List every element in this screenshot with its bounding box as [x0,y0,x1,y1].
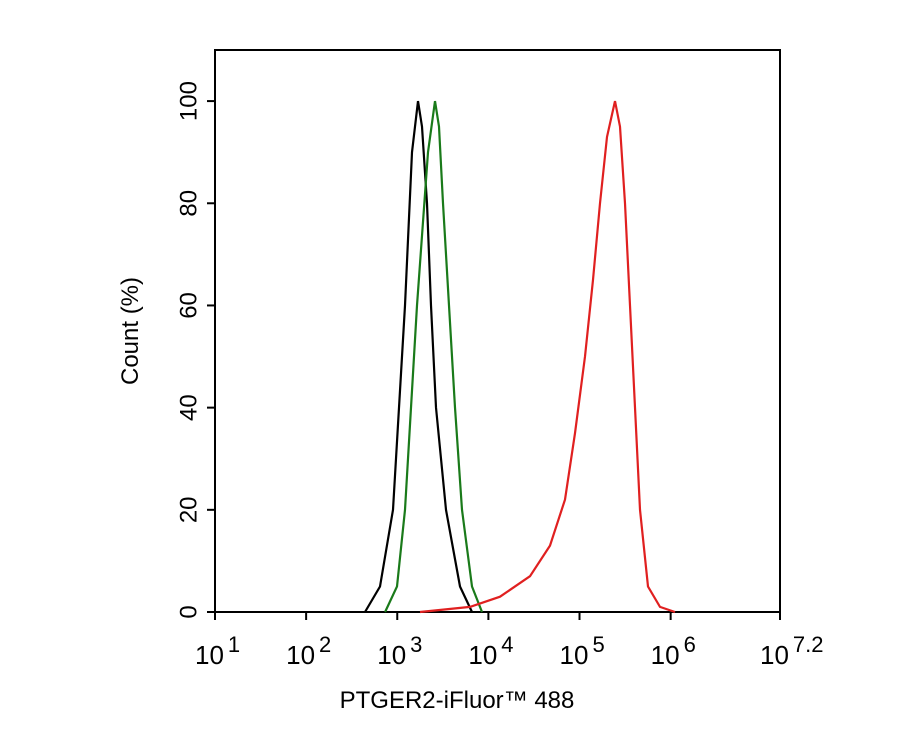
tick-exponent: 3 [410,632,422,657]
tick-exponent: 1 [228,632,240,657]
plot-frame [214,49,781,613]
x-axis-label: PTGER2-iFluor™ 488 [340,687,575,714]
tick-exponent: 6 [684,632,696,657]
histogram-line [419,100,676,614]
tick-exponent: 5 [592,632,604,657]
y-tick-label: 20 [175,496,202,523]
histogram-line [384,100,484,613]
tick-base: 10 [195,640,224,670]
x-tick-label: 10 7.2 [760,632,824,670]
tick-exponent: 4 [501,632,513,657]
x-tick-label: 10 3 [377,632,422,670]
x-tick-label: 10 6 [651,632,696,670]
tick-base: 10 [651,640,680,670]
y-tick-label: 60 [175,292,202,319]
tick-exponent: 2 [319,632,331,657]
tick-exponent: 7.2 [793,632,824,657]
histogram-line [364,100,473,613]
x-tick-label: 10 5 [560,632,605,670]
tick-base: 10 [560,640,589,670]
tick-base: 10 [468,640,497,670]
tick-base: 10 [286,640,315,670]
x-tick-label: 10 1 [195,632,240,670]
x-tick-label: 10 2 [286,632,331,670]
y-tick-label: 0 [175,605,202,618]
tick-base: 10 [760,640,789,670]
y-axis-label: Count (%) [117,277,144,385]
y-tick-label: 100 [175,81,202,121]
x-tick-label: 10 4 [468,632,513,670]
y-tick-label: 80 [175,190,202,217]
tick-base: 10 [377,640,406,670]
y-tick-label: 40 [175,394,202,421]
